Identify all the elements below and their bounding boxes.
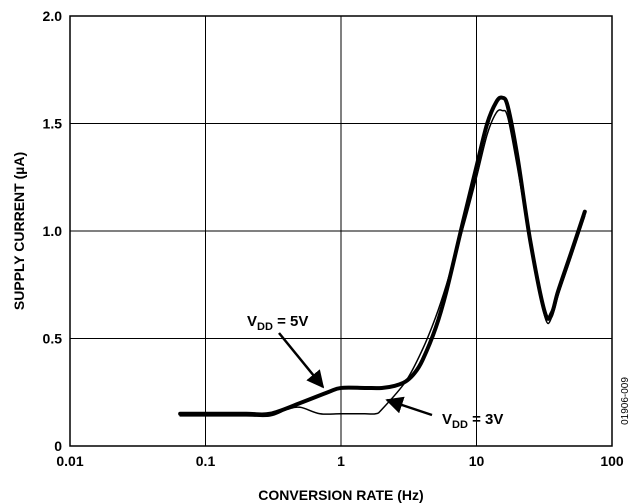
annotation-vdd-5v: VDD = 5V [247, 313, 308, 333]
series-layer [178, 95, 587, 418]
series-line-vdd-5v [178, 95, 587, 417]
y-tick-label: 1.0 [43, 223, 63, 239]
x-tick-label: 0.1 [196, 453, 216, 469]
y-tick-label: 0.5 [43, 331, 63, 347]
x-axis-title: CONVERSION RATE (Hz) [258, 487, 423, 503]
annotation-vdd-3v: VDD = 3V [442, 411, 503, 431]
x-tick-label: 10 [469, 453, 485, 469]
grid-lines [70, 16, 612, 446]
x-tick-label: 100 [600, 453, 624, 469]
y-tick-label: 2.0 [43, 8, 63, 24]
arrow-vdd-5v [278, 332, 325, 389]
x-tick-label: 0.01 [56, 453, 83, 469]
annotations: VDD = 5V VDD = 3V [247, 313, 503, 431]
y-tick-label: 1.5 [43, 116, 63, 132]
y-axis-title: SUPPLY CURRENT (µA) [11, 152, 27, 310]
x-tick-label: 1 [337, 453, 345, 469]
plot-frame [69, 15, 613, 447]
series-line-vdd-3v [179, 109, 586, 418]
tick-labels: 0.01 0.1 1 10 100 0 0.5 1.0 1.5 2.0 [43, 8, 624, 469]
arrow-vdd-3v [385, 396, 433, 417]
y-tick-label: 0 [54, 438, 62, 454]
figure-id: 01906-009 [620, 377, 631, 425]
